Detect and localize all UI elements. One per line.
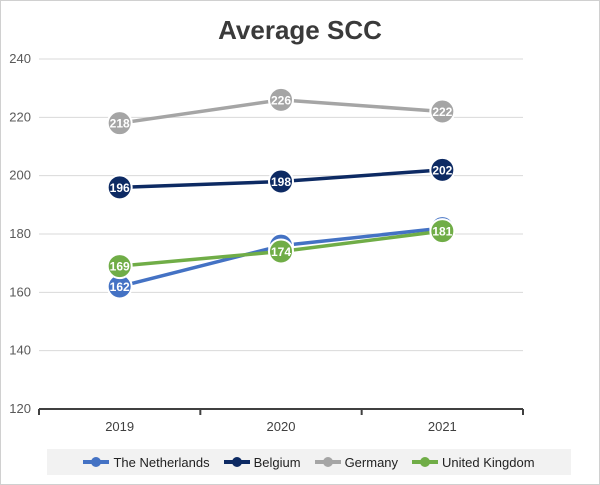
data-label: 222: [432, 105, 452, 119]
y-tick-label: 200: [9, 168, 31, 183]
data-point: [429, 98, 456, 125]
legend-label: United Kingdom: [442, 454, 535, 470]
data-point: [429, 156, 456, 183]
legend-item: The Netherlands: [83, 454, 210, 470]
data-point: [429, 218, 456, 245]
y-tick-label: 160: [9, 284, 31, 299]
x-tick-label: 2019: [105, 419, 134, 434]
data-point: [106, 110, 133, 137]
y-tick-label: 220: [9, 109, 31, 124]
legend-label: Belgium: [253, 454, 301, 470]
y-tick-label: 140: [9, 343, 31, 358]
chart-plot: 1201401601802002202402019202020211621761…: [9, 51, 524, 434]
legend-label: Germany: [344, 454, 399, 470]
legend-swatch: [223, 457, 250, 467]
chart-title: Average SCC: [218, 15, 382, 45]
data-label: 174: [271, 245, 291, 259]
data-point: [106, 174, 133, 201]
y-tick-label: 240: [9, 51, 31, 66]
legend-item: Germany: [314, 454, 399, 470]
data-label: 218: [110, 117, 130, 131]
data-point: [268, 238, 294, 265]
chart-legend: The Netherlands Belgium Germany United King…: [47, 449, 571, 475]
legend-label: The Netherlands: [113, 454, 210, 470]
data-point: [268, 168, 294, 195]
legend-item: Belgium: [223, 454, 301, 470]
legend-swatch: [412, 457, 439, 467]
data-label: 181: [432, 225, 452, 239]
y-tick-label: 120: [9, 401, 31, 416]
legend-item: United Kingdom: [412, 455, 535, 470]
x-tick-label: 2020: [267, 419, 296, 434]
data-label: 169: [110, 260, 130, 274]
legend-swatch: [83, 457, 110, 467]
data-label: 198: [271, 175, 291, 189]
data-label: 162: [110, 280, 130, 294]
x-tick-label: 2021: [428, 419, 457, 434]
data-label: 226: [271, 93, 291, 107]
data-label: 202: [432, 163, 452, 177]
data-label: 196: [110, 181, 130, 195]
data-point: [106, 253, 133, 280]
data-point: [268, 86, 294, 113]
y-tick-label: 180: [9, 226, 31, 241]
legend-swatch: [314, 457, 341, 467]
